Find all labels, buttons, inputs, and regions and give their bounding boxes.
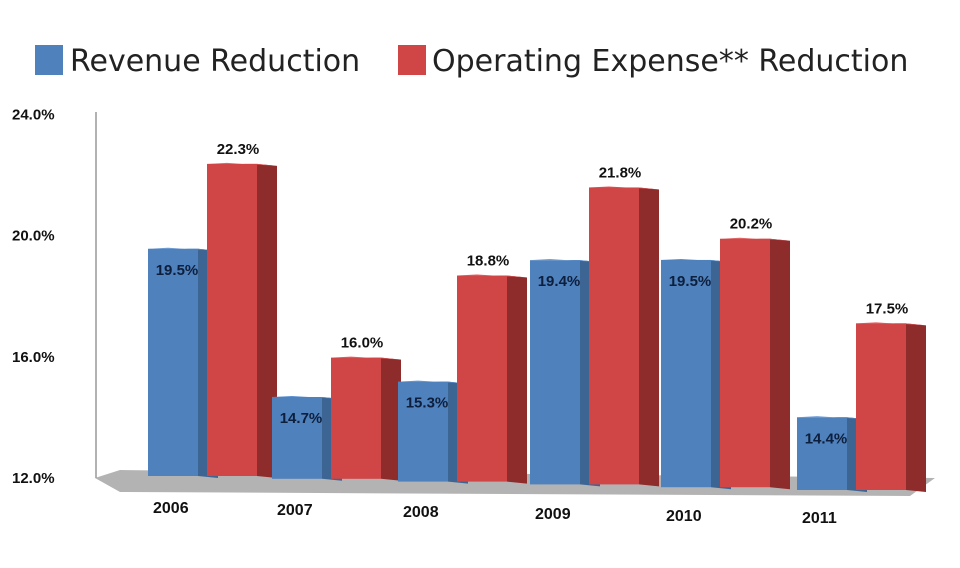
y-tick-label: 12.0% [12, 470, 55, 487]
bar-opex-2007: 16.0% [331, 335, 401, 481]
legend-swatch-revenue [35, 45, 63, 75]
bar-front [797, 417, 847, 490]
x-ticks: 2006 2007 2008 2009 2010 2011 [153, 500, 837, 527]
bar-top [661, 258, 731, 262]
bar-front [589, 187, 639, 485]
bar-side [770, 238, 790, 490]
bar-top [856, 322, 926, 326]
bar-top [797, 416, 867, 420]
legend-swatch-opex [398, 45, 426, 75]
bar-front [530, 260, 580, 485]
y-ticks: 24.0% 20.0% 16.0% 12.0% [12, 106, 55, 487]
data-label: 14.7% [280, 410, 323, 427]
data-label: 19.4% [538, 273, 581, 290]
bar-side [507, 275, 527, 484]
x-tick-label: 2011 [802, 510, 837, 527]
legend-label-opex: Operating Expense** Reduction [432, 44, 908, 79]
bar-front [720, 238, 770, 488]
x-tick-label: 2009 [535, 506, 571, 523]
bar-top [272, 395, 342, 399]
data-label: 16.0% [341, 335, 384, 352]
x-tick-label: 2007 [277, 502, 313, 519]
data-label: 20.2% [730, 216, 773, 233]
data-label: 22.3% [217, 141, 260, 158]
bar-front [207, 163, 257, 476]
bar-front [661, 259, 711, 488]
data-label: 18.8% [467, 253, 510, 270]
bar-front [398, 381, 448, 482]
bar-opex-2008: 18.8% [457, 253, 527, 484]
x-tick-label: 2010 [666, 508, 702, 525]
bar-top [720, 237, 790, 241]
y-tick-label: 20.0% [12, 228, 55, 245]
data-label: 14.4% [805, 430, 848, 447]
data-label: 19.5% [669, 273, 712, 290]
bars: 19.5% 22.3% 14.7% 16.0% 15.3% 18.8% 19.4% 21.8%… [148, 141, 926, 492]
y-tick-label: 16.0% [12, 349, 55, 366]
bar-front [272, 396, 322, 479]
bar-front [856, 323, 906, 490]
legend: Revenue Reduction Operating Expense** Re… [35, 44, 908, 79]
x-tick-label: 2008 [403, 504, 439, 521]
bar-opex-2009: 21.8% [589, 164, 659, 487]
data-label: 17.5% [866, 300, 909, 317]
bar-front [331, 357, 381, 479]
data-label: 19.5% [156, 262, 199, 279]
bar-top [589, 186, 659, 190]
bar-top [457, 274, 527, 278]
bar-front [148, 248, 198, 476]
bar-top [530, 259, 600, 263]
legend-label-revenue: Revenue Reduction [70, 44, 360, 79]
bar-side [381, 357, 401, 481]
data-label: 15.3% [406, 395, 449, 412]
bar-top [148, 247, 218, 251]
data-label: 21.8% [599, 164, 642, 181]
bar-side [906, 323, 926, 492]
bar-opex-2010: 20.2% [720, 216, 790, 490]
bar-opex-2011: 17.5% [856, 300, 926, 492]
bar-front [457, 275, 507, 482]
bar-top [207, 162, 277, 166]
bar-opex-2006: 22.3% [207, 141, 277, 478]
bar-side [639, 187, 659, 487]
y-tick-label: 24.0% [12, 106, 55, 123]
bar-top [331, 356, 401, 360]
bar-top [398, 380, 468, 384]
x-tick-label: 2006 [153, 500, 189, 517]
